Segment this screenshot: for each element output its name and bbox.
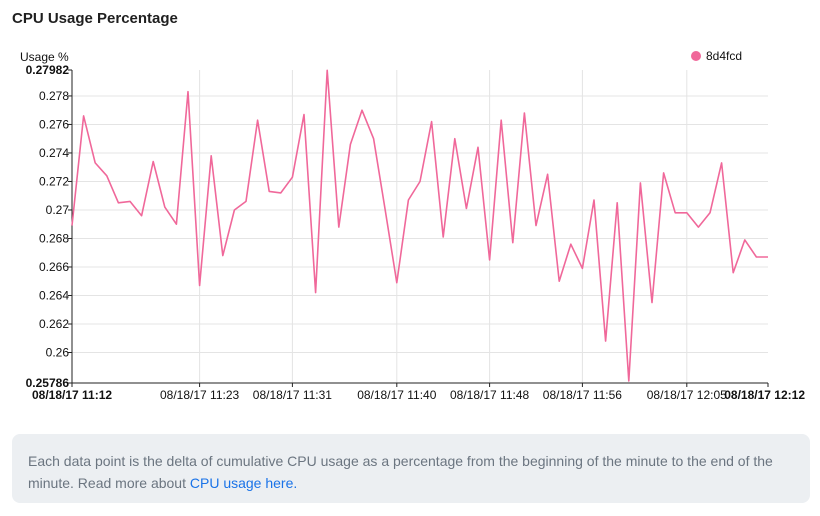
x-tick-label: 08/18/17 11:31 bbox=[253, 388, 333, 402]
cpu-usage-link[interactable]: CPU usage here. bbox=[189, 475, 298, 491]
y-tick-label: 0.278 bbox=[39, 89, 69, 103]
chart-title: CPU Usage Percentage bbox=[12, 10, 178, 27]
legend: 8d4fcd bbox=[690, 49, 742, 63]
info-note: Each data point is the delta of cumulati… bbox=[12, 434, 810, 503]
x-tick-label: 08/18/17 11:48 bbox=[450, 388, 530, 402]
y-tick-label: 0.266 bbox=[39, 260, 69, 274]
y-tick-label: 0.264 bbox=[39, 288, 69, 302]
info-note-text: Each data point is the delta of cumulati… bbox=[28, 453, 773, 491]
x-axis: 08/18/17 11:12 08/18/17 11:23 08/18/17 11:… bbox=[32, 382, 805, 402]
y-tick-label: 0.276 bbox=[39, 117, 69, 131]
y-tick-label: 0.262 bbox=[39, 317, 69, 331]
y-tick-label: 0.27 bbox=[46, 203, 70, 217]
series-line bbox=[71, 69, 768, 382]
y-axis: 0.27982 0.278 0.276 0.274 0.272 0.27 0.268 0.26… bbox=[26, 63, 73, 390]
x-tick-label: 08/18/17 11:12 bbox=[32, 388, 112, 402]
legend-swatch bbox=[690, 51, 701, 61]
y-tick-label: 0.27982 bbox=[26, 63, 70, 77]
y-tick-label: 0.26 bbox=[46, 345, 70, 359]
series-8d4fcd bbox=[71, 69, 768, 382]
x-tick-label: 08/18/17 12:12 bbox=[724, 388, 805, 402]
legend-label: 8d4fcd bbox=[705, 49, 742, 63]
x-tick-label: 08/18/17 12:05 bbox=[647, 388, 727, 402]
y-tick-label: 0.274 bbox=[39, 146, 69, 160]
y-tick-label: 0.268 bbox=[39, 231, 69, 245]
y-tick-label: 0.272 bbox=[39, 174, 69, 188]
grid-lines bbox=[72, 70, 768, 383]
x-tick-label: 08/18/17 11:40 bbox=[357, 388, 437, 402]
line-chart: 0.27982 0.278 0.276 0.274 0.272 0.27 0.268 0.26… bbox=[26, 63, 806, 402]
y-tick-label: 0.25786 bbox=[26, 376, 70, 390]
y-axis-label: Usage % bbox=[20, 50, 69, 64]
x-tick-label: 08/18/17 11:56 bbox=[543, 388, 623, 402]
x-tick-label: 08/18/17 11:23 bbox=[160, 388, 240, 402]
